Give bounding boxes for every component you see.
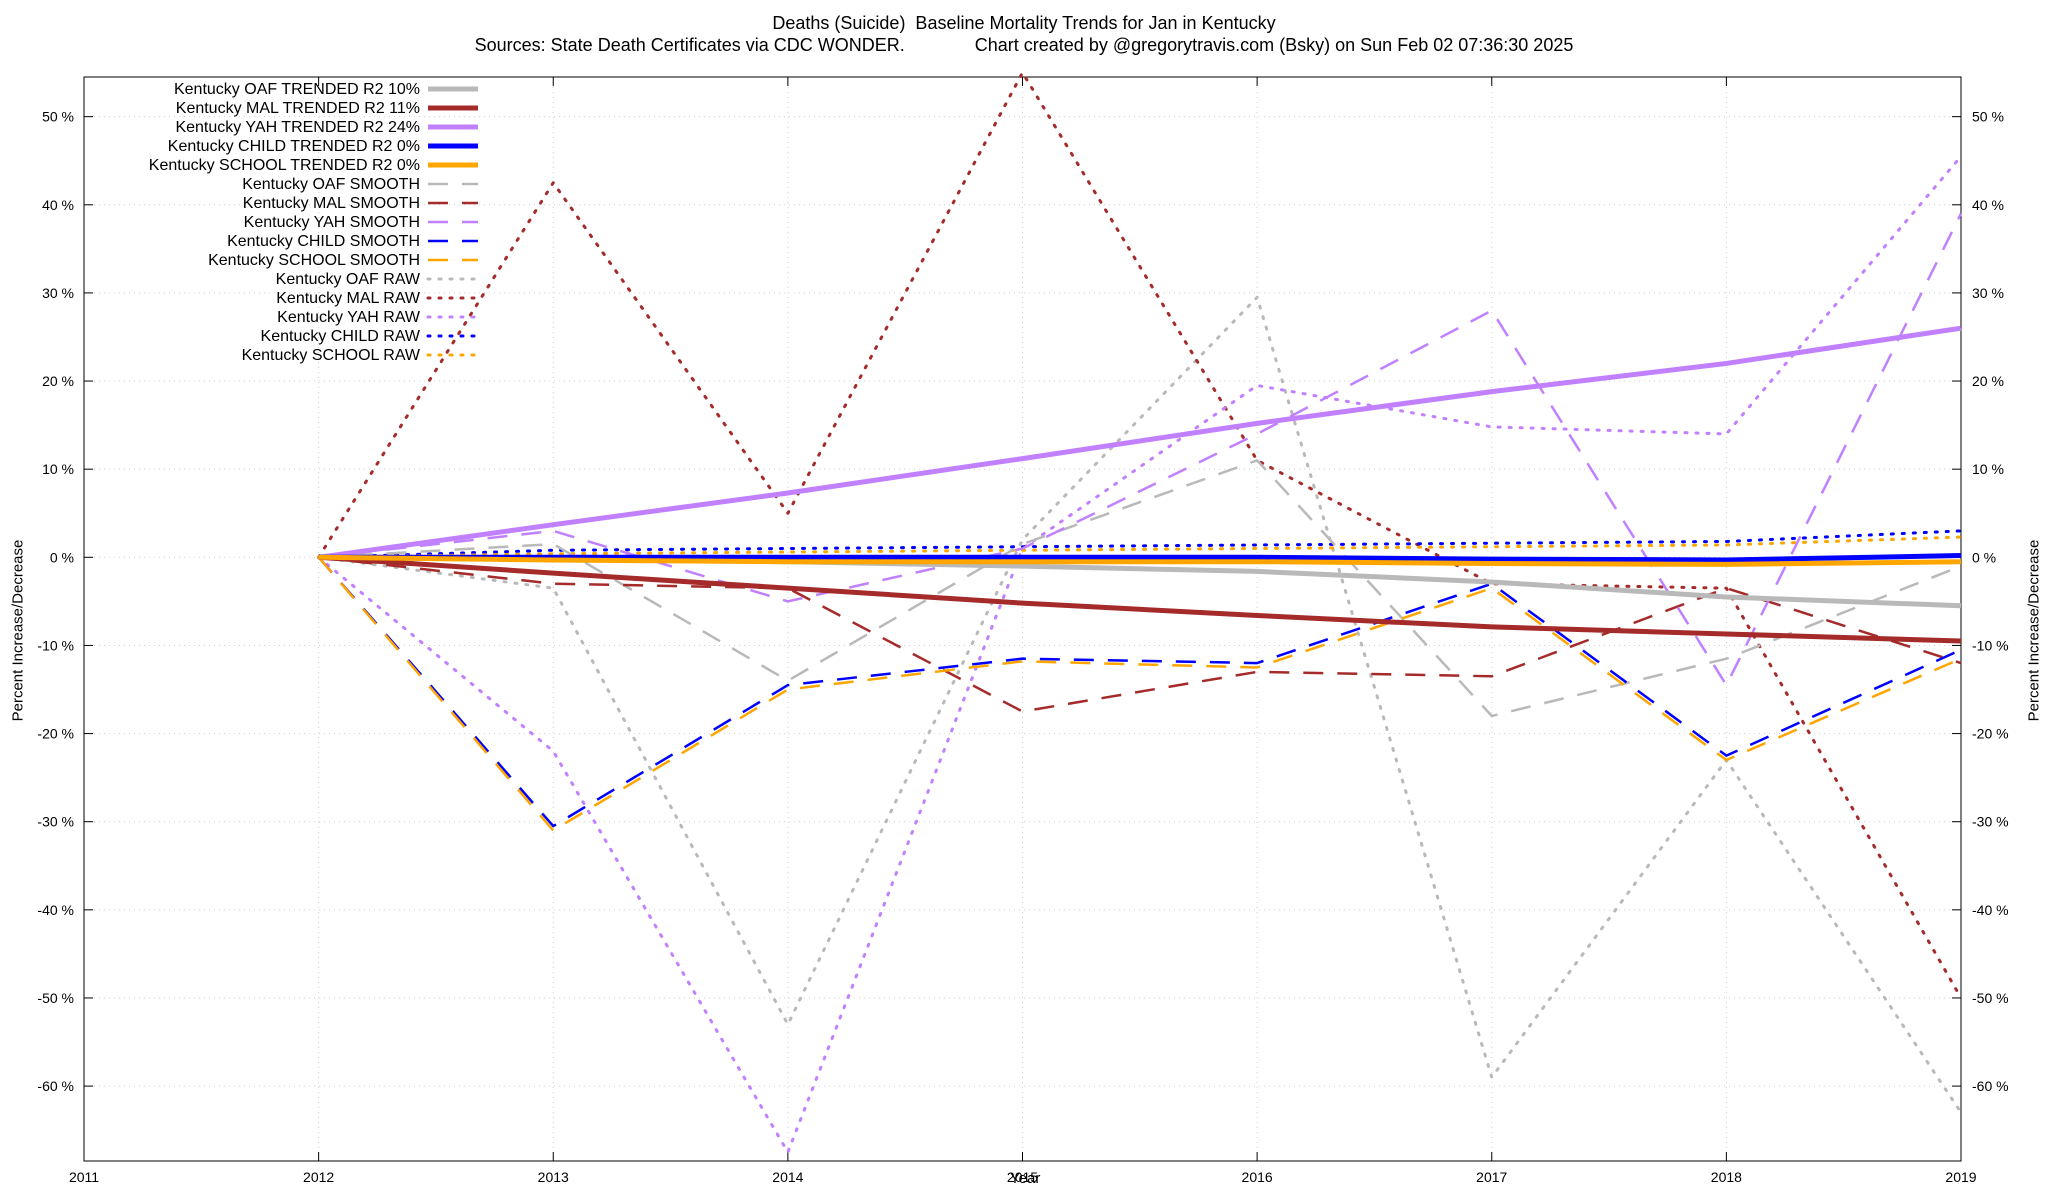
series-line — [318, 213, 1963, 687]
series-line — [317, 529, 1963, 559]
legend-label: Kentucky CHILD TRENDED R2 0% — [168, 138, 420, 155]
legend-label: Kentucky YAH TRENDED R2 24% — [175, 119, 420, 136]
legend-label: Kentucky MAL SMOOTH — [243, 195, 420, 212]
y-tick-label: -10 % — [37, 637, 74, 653]
legend-label: Kentucky OAF RAW — [276, 271, 421, 288]
series-line — [318, 553, 1962, 563]
legend-label: Kentucky SCHOOL RAW — [242, 347, 421, 364]
legend-label: Kentucky SCHOOL TRENDED R2 0% — [149, 157, 420, 174]
legend-label: Kentucky CHILD RAW — [261, 328, 421, 345]
legend-label: Kentucky YAH SMOOTH — [244, 214, 420, 231]
legend-label: Kentucky OAF SMOOTH — [242, 176, 420, 193]
y-tick-label: 30 % — [42, 285, 74, 301]
legend-label: Kentucky OAF TRENDED R2 10% — [174, 81, 420, 98]
x-tick-label: 2013 — [538, 1169, 569, 1185]
y2-tick-label: 10 % — [1972, 461, 2004, 477]
y-tick-label: -50 % — [37, 990, 74, 1006]
series-line — [317, 71, 1963, 1000]
y-tick-label: -60 % — [37, 1078, 74, 1094]
series-line — [317, 295, 1963, 1115]
y-tick-label: 50 % — [42, 109, 74, 125]
x-tick-label: 2012 — [303, 1169, 334, 1185]
series-line — [318, 325, 1962, 560]
y-tick-label: -20 % — [37, 726, 74, 742]
chart-title: Deaths (Suicide) Baseline Mortality Tren… — [772, 13, 1276, 33]
y-tick-label: -30 % — [37, 814, 74, 830]
x-tick-label: 2011 — [69, 1169, 99, 1185]
x-tick-label: 2018 — [1711, 1169, 1742, 1185]
y-tick-label: -40 % — [37, 902, 74, 918]
series-lines — [317, 71, 1963, 1154]
x-tick-label: 2014 — [772, 1169, 803, 1185]
y2-tick-label: 0 % — [1972, 549, 1996, 565]
y2-tick-label: 40 % — [1972, 197, 2004, 213]
y-tick-label: 40 % — [42, 197, 74, 213]
series-line — [318, 554, 1962, 644]
series-line — [317, 535, 1963, 559]
y-tick-label: 10 % — [42, 461, 74, 477]
chart-subtitle: Sources: State Death Certificates via CD… — [474, 35, 1574, 55]
legend-label: Kentucky MAL TRENDED R2 11% — [176, 100, 420, 117]
series-line — [318, 554, 1962, 567]
y-tick-label: 0 % — [50, 549, 74, 565]
series-line — [318, 556, 1962, 713]
y2-tick-label: -50 % — [1972, 990, 2009, 1006]
legend: Kentucky OAF TRENDED R2 10% Kentucky MAL … — [149, 81, 480, 364]
axis-ticks: 2011 2012 2013 2014 2015 2016 2017 2018 2019 50 %… — [37, 77, 2009, 1185]
y2-tick-label: -30 % — [1972, 814, 2009, 830]
y2-tick-label: 50 % — [1972, 109, 2004, 125]
y2-tick-label: 30 % — [1972, 285, 2004, 301]
x-tick-label: 2015 — [1007, 1169, 1038, 1185]
series-line — [317, 556, 1962, 832]
x-tick-label: 2019 — [1945, 1169, 1976, 1185]
y2-tick-label: -40 % — [1972, 902, 2009, 918]
legend-label: Kentucky YAH RAW — [277, 309, 421, 326]
series-line — [317, 154, 1963, 1154]
y2-tick-label: -10 % — [1972, 637, 2009, 653]
series-line — [318, 459, 1962, 718]
legend-label: Kentucky MAL RAW — [276, 290, 421, 307]
y2-tick-label: -60 % — [1972, 1078, 2009, 1094]
x-tick-label: 2017 — [1476, 1169, 1507, 1185]
x-axis-label: Year — [1010, 1170, 1041, 1187]
y2-tick-label: 20 % — [1972, 373, 2004, 389]
legend-label: Kentucky SCHOOL SMOOTH — [208, 252, 420, 269]
y-tick-label: 20 % — [42, 373, 74, 389]
x-tick-label: 2016 — [1242, 1169, 1273, 1185]
legend-label: Kentucky CHILD SMOOTH — [227, 233, 420, 250]
y2-tick-label: -20 % — [1972, 726, 2009, 742]
